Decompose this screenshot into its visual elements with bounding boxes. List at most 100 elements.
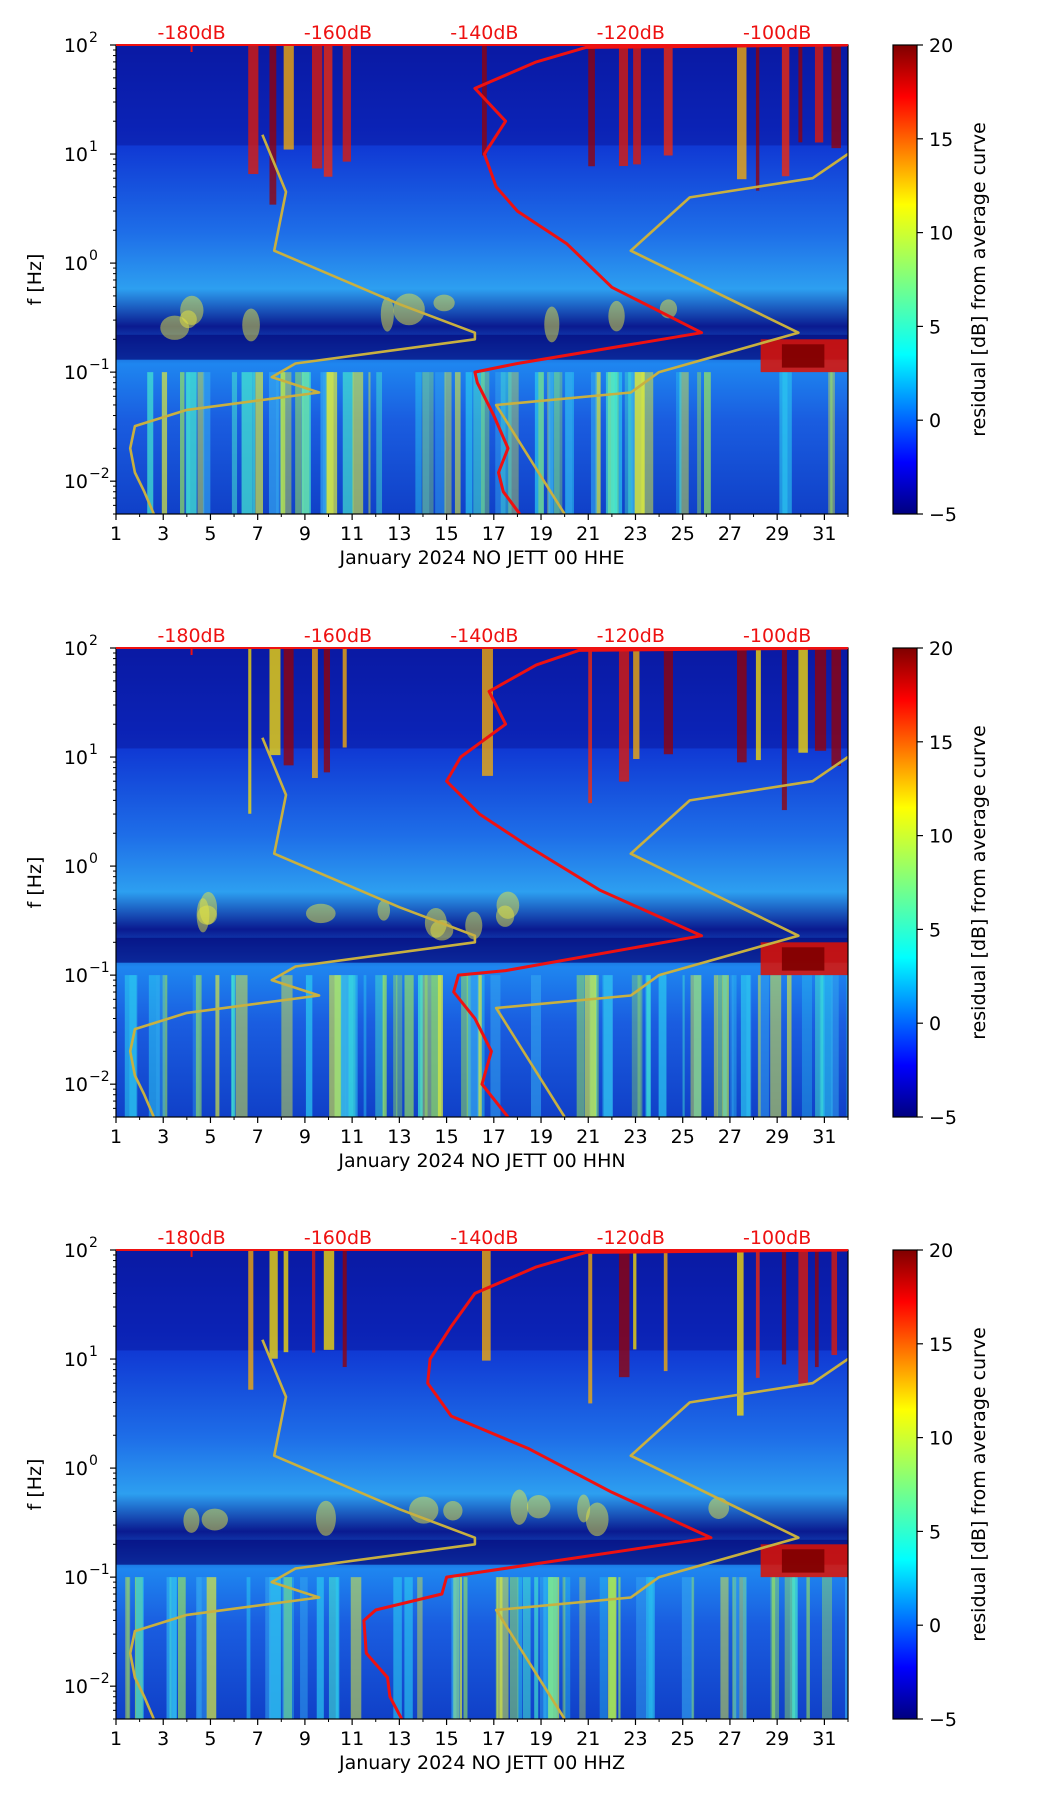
heatmap-streak <box>781 648 787 811</box>
y-tick-label: 10 <box>64 1567 88 1589</box>
heatmap-streak <box>679 372 689 514</box>
y-tick-label: 10 <box>64 471 88 493</box>
heatmap-streak <box>663 648 673 755</box>
heatmap-streak <box>548 1577 558 1719</box>
heatmap-streak <box>679 372 682 514</box>
heatmap-streak <box>755 648 761 761</box>
heatmap-streak <box>316 1577 324 1719</box>
heatmap-streak <box>595 372 601 514</box>
colorbar-gradient <box>892 1249 918 1720</box>
heatmap-streak <box>739 1577 747 1719</box>
noise-model-curve <box>128 134 848 514</box>
x-tick-label: 13 <box>387 523 411 545</box>
x-tick-label: 15 <box>434 1126 458 1148</box>
heatmap-streak <box>495 372 506 514</box>
heatmap-streak <box>156 975 166 1117</box>
heatmap-blob <box>443 1500 463 1521</box>
heatmap-streak <box>295 372 301 514</box>
heatmap-streak <box>628 372 633 514</box>
y-tick-label: 10 <box>64 965 88 987</box>
db-axis-label: -120dB <box>597 1227 665 1249</box>
heatmap-blob <box>305 903 336 924</box>
heatmap-streak <box>602 975 613 1117</box>
heatmap-streak <box>231 372 238 514</box>
heatmap-streak <box>241 372 253 514</box>
heatmap-streak <box>499 1577 509 1719</box>
heatmap-streak <box>490 975 501 1117</box>
heatmap-streak <box>162 975 168 1117</box>
heatmap-streak <box>375 975 385 1117</box>
heatmap-streak <box>630 372 635 514</box>
x-tick-label: 7 <box>252 1728 264 1750</box>
heatmap-streak <box>235 975 248 1117</box>
heatmap-streak <box>636 1577 648 1719</box>
heatmap-streak <box>431 975 442 1117</box>
x-tick-label: 29 <box>765 1728 789 1750</box>
heatmap-streak <box>633 648 640 759</box>
heatmap-streak <box>363 975 367 1117</box>
heatmap-streak <box>124 1577 131 1719</box>
heatmap-blob <box>585 1502 609 1537</box>
heatmap-streak <box>562 1577 566 1719</box>
heatmap-streak <box>605 372 617 514</box>
heatmap-streak <box>534 1577 539 1719</box>
x-tick-label: 7 <box>252 1126 264 1148</box>
heatmap-streak <box>588 1250 593 1404</box>
heatmap-streak <box>755 45 760 191</box>
heatmap-streak <box>435 372 446 514</box>
heatmap-streak <box>704 372 711 514</box>
heatmap-streak <box>618 1577 621 1719</box>
heatmap-streak <box>454 372 461 514</box>
heatmap-blob <box>577 1494 591 1523</box>
heatmap-streak <box>584 975 597 1117</box>
heatmap-streak <box>255 372 263 514</box>
heatmap-streak <box>276 372 283 514</box>
x-tick-label: 15 <box>434 523 458 545</box>
heatmap-blob <box>380 297 394 332</box>
heatmap-streak <box>733 1577 740 1719</box>
x-tick-label: 27 <box>718 1728 742 1750</box>
heatmap-streak <box>395 975 403 1117</box>
heatmap-streak <box>814 1250 819 1368</box>
colorbar: 20 15 10 5 0 −5 residual [dB] from average cur… <box>892 35 990 526</box>
x-tick-label: 5 <box>204 523 216 545</box>
heatmap-streak <box>646 1577 655 1719</box>
heatmap-streak <box>424 975 428 1117</box>
heatmap-streak <box>663 45 673 156</box>
y-tick-exponent: −1 <box>89 960 110 976</box>
heatmap-streak <box>283 1577 292 1719</box>
heatmap-streak <box>539 1577 547 1719</box>
heatmap-streak <box>342 648 347 748</box>
heatmap-streak <box>731 975 737 1117</box>
colorbar-gradient <box>892 44 918 515</box>
y-tick-label: 10 <box>64 1074 88 1096</box>
colorbar-tick-label: 20 <box>929 35 953 57</box>
x-tick-label: 11 <box>340 523 364 545</box>
heatmap-streak <box>548 372 554 514</box>
db-axis-label: -160dB <box>304 1227 372 1249</box>
db-axis-label: -180dB <box>157 625 225 647</box>
x-tick-label: 15 <box>434 1728 458 1750</box>
x-tick-label: 21 <box>576 1126 600 1148</box>
heatmap-streak <box>197 372 205 514</box>
y-tick-label: 10 <box>64 747 88 769</box>
heatmap-band <box>116 334 848 360</box>
heatmap-band <box>116 1539 848 1565</box>
x-tick-label: 19 <box>529 1728 553 1750</box>
heatmap-streak <box>344 975 356 1117</box>
y-tick-label: 10 <box>64 638 88 660</box>
heatmap-streak <box>508 372 519 514</box>
heatmap-streak <box>588 648 593 804</box>
heatmap-streak <box>393 975 398 1117</box>
heatmap-streak <box>720 1577 729 1719</box>
heatmap-streak <box>468 975 481 1117</box>
heatmap-streak <box>180 372 185 514</box>
heatmap-streak <box>564 372 574 514</box>
colorbar-tick-label: −5 <box>929 1709 957 1731</box>
heatmap-streak <box>641 372 654 514</box>
heatmap-streak <box>831 45 841 149</box>
x-tick-label: 25 <box>671 1126 695 1148</box>
heatmap-streak <box>549 372 560 514</box>
